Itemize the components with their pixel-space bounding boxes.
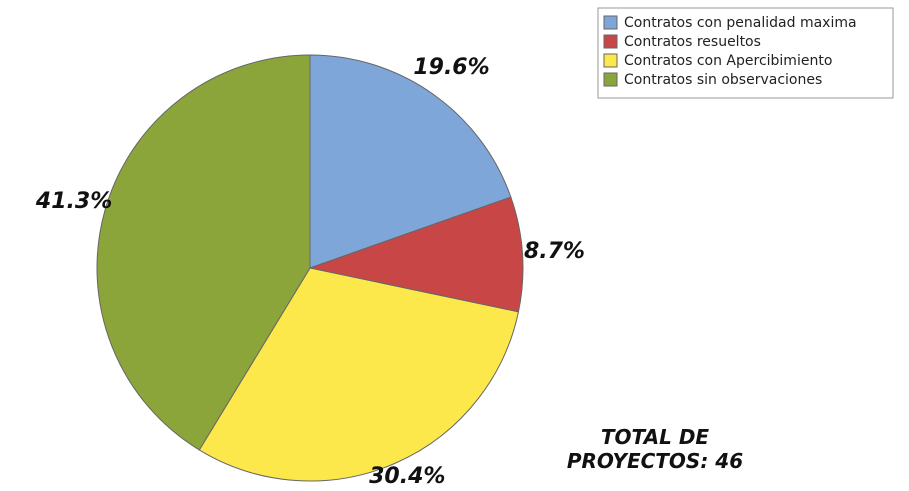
legend-label: Contratos con penalidad maxima — [624, 15, 857, 31]
legend-swatch — [603, 15, 618, 30]
legend-label: Contratos resueltos — [624, 34, 761, 50]
data-label: 30.4% — [369, 464, 445, 489]
pie-slice — [308, 196, 524, 313]
legend-swatch — [603, 53, 618, 68]
data-label: 8.7% — [524, 239, 585, 264]
legend-box — [597, 7, 894, 99]
pie-slice — [96, 54, 311, 451]
pie-slice — [198, 267, 520, 482]
legend-swatch — [603, 72, 618, 87]
data-label: 19.6% — [413, 55, 489, 80]
legend-swatch — [603, 34, 618, 49]
annotation: TOTAL DE PROYECTOS: 46 — [566, 425, 744, 473]
legend-label: Contratos sin observaciones — [624, 72, 822, 88]
legend-label: Contratos con Apercibimiento — [624, 53, 832, 69]
data-label: 41.3% — [35, 189, 112, 214]
